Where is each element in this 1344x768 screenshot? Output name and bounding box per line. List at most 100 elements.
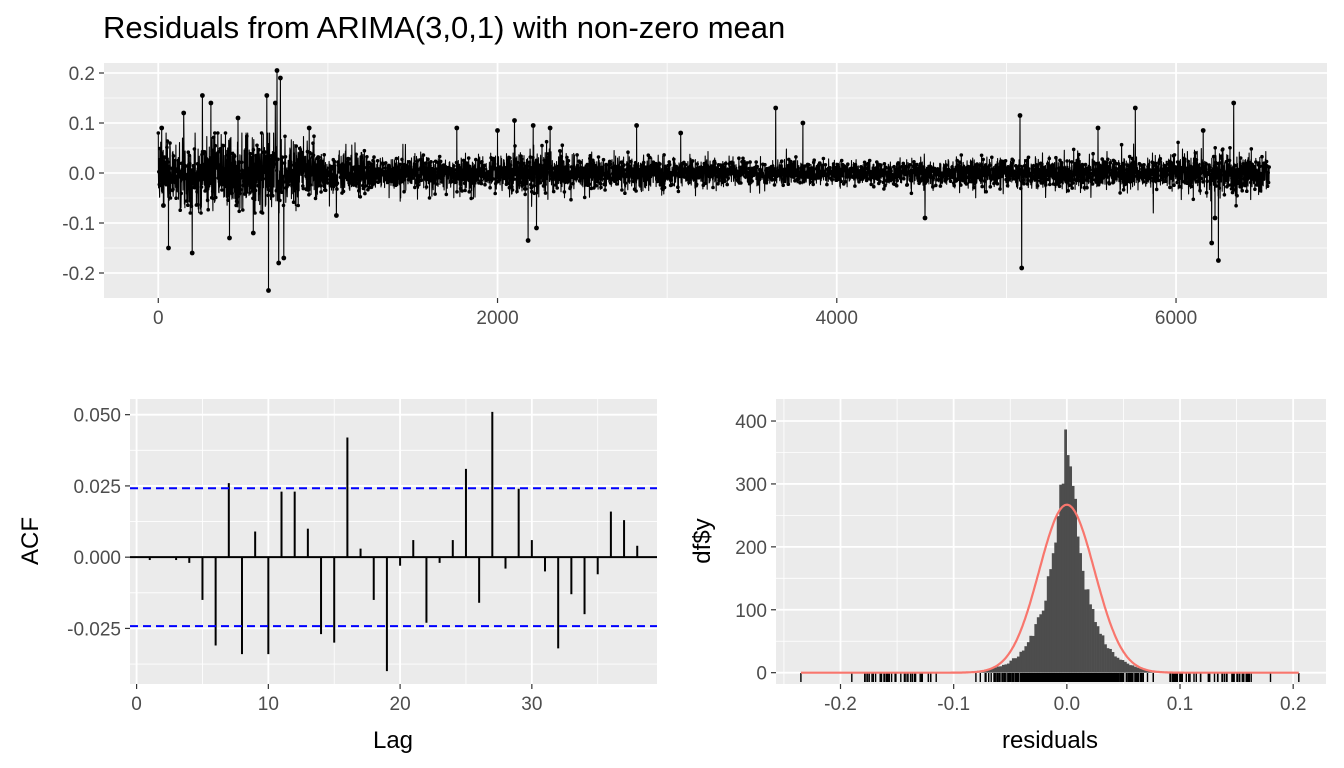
residual-point — [1070, 181, 1075, 185]
residual-point — [610, 165, 614, 170]
residual-point — [365, 176, 370, 180]
residual-point — [1098, 167, 1103, 172]
residual-point — [630, 169, 635, 173]
residual-point — [462, 181, 467, 186]
residual-point — [662, 153, 666, 157]
residual-point — [1221, 147, 1225, 151]
residual-point — [201, 174, 206, 178]
residual-point — [198, 170, 203, 174]
residual-point — [298, 168, 303, 172]
residual-point — [1180, 168, 1184, 173]
residual-point — [631, 174, 635, 178]
residual-point — [864, 178, 869, 183]
residual-point — [371, 158, 375, 163]
residual-point — [395, 176, 400, 180]
residual-point — [745, 161, 749, 165]
residual-point — [554, 180, 559, 184]
residual-point — [364, 165, 369, 170]
residual-point — [325, 177, 330, 182]
residual-point — [962, 174, 966, 179]
residual-point — [1122, 162, 1126, 167]
residual-point — [843, 180, 848, 184]
residual-point — [237, 209, 241, 214]
residual-point — [434, 167, 438, 171]
residual-point — [264, 155, 269, 159]
residual-point — [1100, 157, 1104, 161]
residual-point — [1168, 185, 1172, 190]
residual-point — [402, 189, 406, 194]
residual-point — [242, 179, 246, 184]
residual-point — [1096, 182, 1101, 187]
residual-point — [184, 176, 189, 181]
residual-point — [206, 184, 211, 188]
residual-point — [934, 183, 938, 188]
residual-point — [316, 177, 321, 181]
residual-point — [401, 179, 405, 183]
residual-point — [431, 181, 436, 185]
residual-spike-point — [266, 288, 271, 293]
residual-point — [242, 171, 247, 176]
residual-point — [553, 183, 558, 187]
residual-point — [915, 162, 919, 167]
histogram-bar — [1128, 665, 1132, 673]
residual-point — [351, 172, 356, 177]
residual-point — [1198, 171, 1203, 176]
residual-point — [466, 156, 471, 160]
residual-point — [301, 186, 306, 191]
residual-point — [1123, 182, 1127, 187]
histogram-bar — [1069, 466, 1073, 673]
residual-point — [963, 170, 967, 175]
residual-point — [930, 169, 934, 173]
residual-point — [210, 189, 215, 194]
residual-point — [283, 155, 288, 159]
residual-point — [1172, 153, 1177, 157]
residual-point — [1216, 174, 1220, 179]
residual-point — [555, 164, 560, 169]
residual-point — [158, 179, 163, 183]
residual-point — [464, 161, 469, 165]
residual-point — [625, 162, 630, 167]
residual-point — [433, 192, 437, 196]
residual-point — [331, 172, 335, 177]
residual-point — [959, 153, 964, 157]
residual-point — [559, 163, 563, 167]
residual-point — [317, 169, 322, 173]
residual-point — [596, 179, 600, 184]
residual-point — [1142, 163, 1146, 167]
residual-point — [754, 160, 758, 164]
histogram-bar — [1116, 657, 1120, 673]
residual-point — [966, 175, 970, 180]
residual-point — [416, 183, 420, 188]
residual-point — [424, 185, 429, 189]
residual-point — [355, 181, 360, 186]
residual-point — [1019, 186, 1023, 191]
residual-point — [428, 163, 432, 168]
residual-point — [454, 180, 458, 185]
residual-point — [566, 165, 570, 169]
residual-point — [306, 188, 310, 192]
residual-point — [372, 180, 377, 184]
residual-point — [247, 168, 251, 173]
residual-point — [881, 180, 886, 185]
residual-point — [728, 172, 733, 176]
residual-point — [665, 174, 670, 179]
residual-point — [283, 134, 287, 139]
residual-point — [946, 173, 950, 178]
residual-point — [394, 156, 399, 161]
residual-point — [789, 159, 793, 164]
residual-point — [889, 169, 893, 173]
histogram-bar — [1141, 668, 1145, 673]
residual-point — [544, 139, 549, 144]
residual-point — [1224, 159, 1229, 164]
residual-spike-point — [512, 118, 517, 123]
y-tick-label: 0.1 — [69, 114, 95, 135]
residual-point — [1239, 174, 1243, 178]
residuals-panel: 0 2000 4000 6000 -0.2 -0.1 0.0 0.1 0.2 — [62, 63, 1327, 329]
residual-point — [1236, 169, 1240, 173]
residual-point — [311, 153, 316, 157]
residual-point — [161, 174, 165, 178]
residual-spike-point — [159, 125, 165, 131]
residual-point — [569, 197, 573, 202]
residual-point — [435, 182, 439, 186]
residual-point — [841, 168, 845, 172]
